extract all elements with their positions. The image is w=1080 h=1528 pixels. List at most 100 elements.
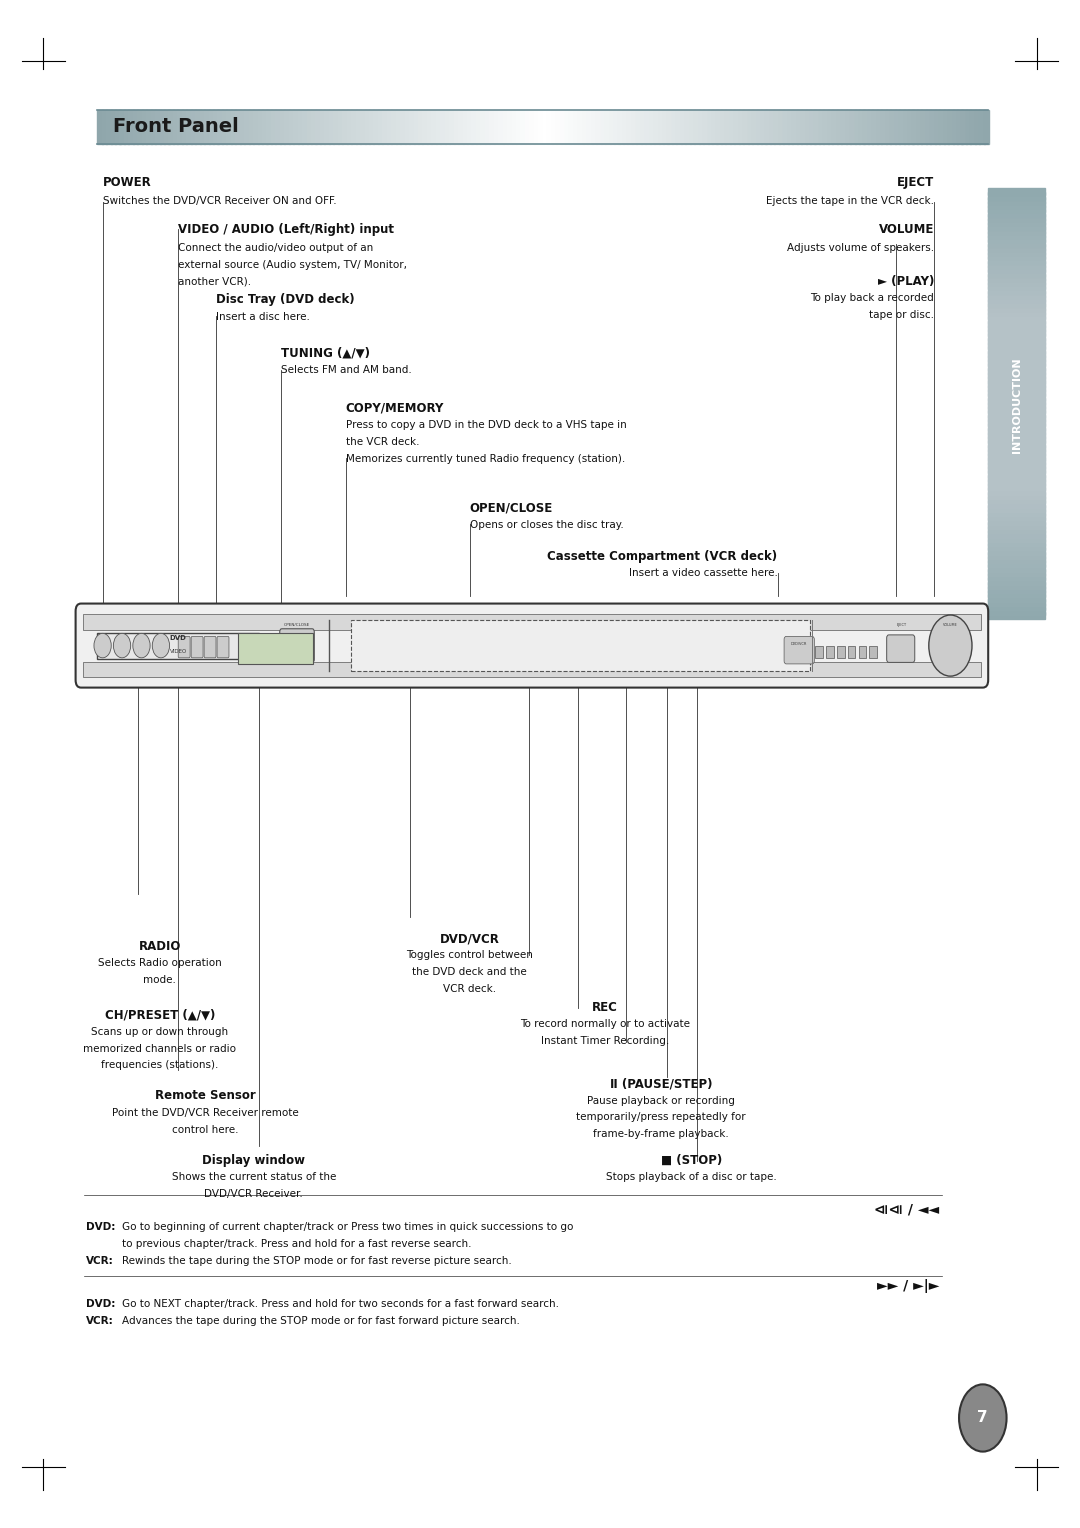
Bar: [988, 368, 1045, 374]
Bar: [378, 110, 383, 144]
Bar: [686, 110, 691, 144]
Bar: [890, 110, 895, 144]
Bar: [988, 454, 1045, 460]
Bar: [734, 110, 740, 144]
Bar: [730, 110, 735, 144]
Bar: [988, 607, 1045, 614]
Bar: [988, 594, 1045, 602]
Bar: [988, 333, 1045, 341]
Text: to previous chapter/track. Press and hold for a fast reverse search.: to previous chapter/track. Press and hol…: [122, 1239, 472, 1250]
Bar: [102, 110, 107, 144]
Bar: [498, 110, 503, 144]
Bar: [164, 110, 170, 144]
Bar: [231, 110, 237, 144]
Bar: [917, 110, 922, 144]
Bar: [262, 110, 268, 144]
Bar: [716, 110, 723, 144]
Bar: [988, 295, 1045, 303]
Bar: [97, 633, 259, 659]
FancyBboxPatch shape: [217, 637, 229, 657]
Bar: [940, 110, 945, 144]
Bar: [355, 110, 361, 144]
Bar: [988, 466, 1045, 474]
Bar: [988, 380, 1045, 388]
Bar: [579, 110, 584, 144]
Bar: [980, 110, 985, 144]
Bar: [315, 110, 321, 144]
Bar: [948, 110, 954, 144]
FancyBboxPatch shape: [280, 630, 314, 663]
Bar: [908, 110, 914, 144]
Bar: [516, 110, 522, 144]
Bar: [721, 110, 727, 144]
Bar: [227, 110, 232, 144]
Bar: [195, 110, 201, 144]
Text: tape or disc.: tape or disc.: [869, 310, 934, 321]
Bar: [988, 406, 1045, 414]
Bar: [988, 435, 1045, 443]
Bar: [253, 110, 259, 144]
Bar: [462, 110, 468, 144]
Bar: [565, 110, 570, 144]
Text: OPEN/CLOSE: OPEN/CLOSE: [470, 501, 553, 515]
Bar: [556, 110, 562, 144]
Bar: [334, 110, 339, 144]
Bar: [904, 110, 909, 144]
Text: VOLUME: VOLUME: [879, 223, 934, 237]
Bar: [435, 110, 442, 144]
Bar: [988, 312, 1045, 319]
Bar: [160, 110, 165, 144]
Text: POWER: POWER: [103, 176, 151, 189]
Bar: [204, 110, 210, 144]
Text: Remote Sensor: Remote Sensor: [154, 1089, 256, 1103]
Text: ■ (STOP): ■ (STOP): [661, 1154, 721, 1167]
Bar: [605, 110, 610, 144]
Bar: [311, 110, 316, 144]
Bar: [181, 110, 188, 144]
Text: VOLUME: VOLUME: [943, 623, 958, 628]
Bar: [244, 110, 249, 144]
Bar: [988, 329, 1045, 336]
Bar: [859, 110, 865, 144]
Text: 7: 7: [977, 1410, 988, 1426]
Bar: [988, 604, 1045, 610]
Text: control here.: control here.: [172, 1125, 239, 1135]
Bar: [988, 497, 1045, 503]
Bar: [654, 110, 660, 144]
Bar: [329, 110, 335, 144]
Bar: [307, 110, 312, 144]
Bar: [583, 110, 589, 144]
Bar: [988, 235, 1045, 243]
Bar: [971, 110, 976, 144]
Bar: [342, 110, 348, 144]
Text: CH/PRESET (▲/▼): CH/PRESET (▲/▼): [105, 1008, 215, 1022]
Bar: [650, 110, 656, 144]
Bar: [975, 110, 981, 144]
Bar: [619, 110, 624, 144]
Bar: [627, 110, 633, 144]
Bar: [258, 110, 264, 144]
Bar: [841, 110, 847, 144]
Bar: [837, 645, 845, 657]
Bar: [529, 110, 535, 144]
Bar: [854, 110, 860, 144]
Bar: [988, 193, 1045, 200]
Bar: [984, 110, 989, 144]
Bar: [129, 110, 134, 144]
Bar: [347, 110, 352, 144]
Text: OPEN/CLOSE: OPEN/CLOSE: [284, 623, 310, 628]
Circle shape: [94, 634, 111, 659]
Text: DVD:: DVD:: [86, 1222, 116, 1233]
Bar: [235, 110, 241, 144]
Text: Insert a disc here.: Insert a disc here.: [216, 312, 310, 322]
Bar: [324, 110, 330, 144]
Bar: [988, 547, 1045, 555]
Bar: [770, 110, 775, 144]
Bar: [877, 110, 882, 144]
Bar: [703, 110, 708, 144]
Text: Cassette Compartment (VCR deck): Cassette Compartment (VCR deck): [548, 550, 778, 564]
Bar: [988, 526, 1045, 533]
Bar: [988, 518, 1045, 524]
Bar: [988, 385, 1045, 393]
Bar: [988, 471, 1045, 478]
